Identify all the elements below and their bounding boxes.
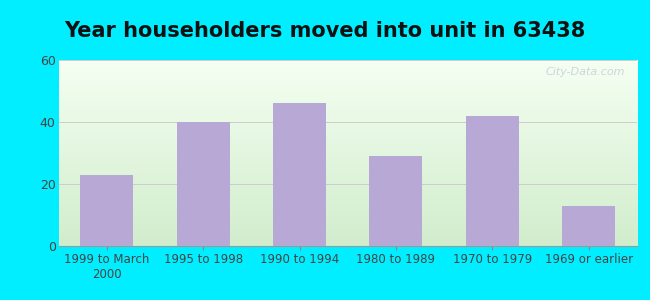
Bar — [466, 116, 519, 246]
Bar — [562, 206, 616, 246]
Bar — [273, 103, 326, 246]
Bar — [369, 156, 423, 246]
Text: Year householders moved into unit in 63438: Year householders moved into unit in 634… — [64, 21, 586, 41]
Bar — [177, 122, 229, 246]
Bar — [80, 175, 133, 246]
Text: City-Data.com: City-Data.com — [546, 68, 625, 77]
